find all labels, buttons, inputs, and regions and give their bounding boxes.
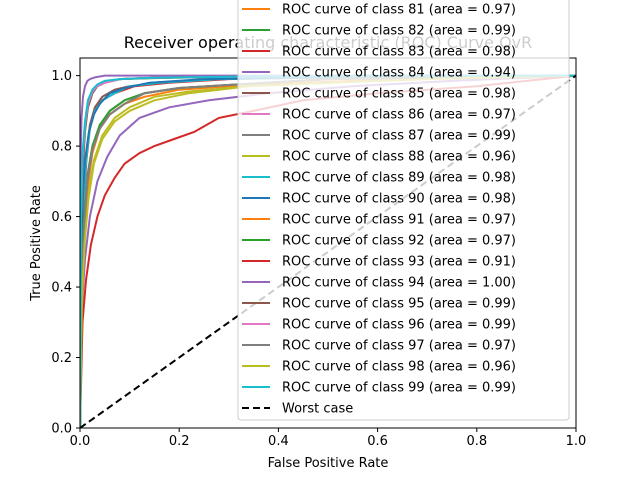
y-axis-label: True Positive Rate [29, 185, 44, 302]
series-line-13 [80, 74, 576, 428]
legend-label: ROC curve of class 93 (area = 0.91) [282, 255, 516, 270]
y-tick-label: 0.2 [51, 351, 72, 366]
legend-label: ROC curve of class 96 (area = 0.99) [282, 318, 516, 333]
y-tick-label: 0.4 [51, 281, 72, 296]
legend-label: ROC curve of class 89 (area = 0.98) [282, 171, 516, 186]
x-tick-label: 0.2 [169, 434, 190, 449]
y-tick-label: 1.0 [51, 69, 72, 84]
series-line-9 [80, 74, 576, 428]
legend-label: Worst case [282, 402, 353, 417]
series-line-18 [80, 74, 576, 428]
legend-label: ROC curve of class 88 (area = 0.96) [282, 150, 516, 165]
legend-label: ROC curve of class 82 (area = 0.99) [282, 24, 516, 39]
legend-label: ROC curve of class 95 (area = 0.99) [282, 297, 516, 312]
y-tick-label: 0.6 [51, 210, 72, 225]
y-tick-label: 0.0 [51, 422, 72, 437]
legend-label: ROC curve of class 98 (area = 0.96) [282, 360, 516, 375]
legend-label: ROC curve of class 86 (area = 0.97) [282, 108, 516, 123]
legend-label: ROC curve of class 83 (area = 0.98) [282, 45, 516, 60]
axis-ticks: 0.0 0.2 0.4 0.6 0.8 1.0 0.0 0.2 0.4 0.6 0.8 1.0 [51, 69, 586, 449]
x-tick-label: 0.4 [268, 434, 289, 449]
x-axis-label: False Positive Rate [268, 456, 389, 471]
legend-label: ROC curve of class 97 (area = 0.97) [282, 339, 516, 354]
x-tick-label: 0.8 [466, 434, 487, 449]
x-tick-label: 0.6 [367, 434, 388, 449]
x-tick-label: 0.0 [70, 434, 91, 449]
legend-label: ROC curve of class 84 (area = 0.94) [282, 66, 516, 81]
legend-label: ROC curve of class 85 (area = 0.98) [282, 87, 516, 102]
legend-label: ROC curve of class 94 (area = 1.00) [282, 276, 516, 291]
legend-label: ROC curve of class 91 (area = 0.97) [282, 213, 516, 228]
x-tick-label: 1.0 [566, 434, 587, 449]
legend-label: ROC curve of class 99 (area = 0.99) [282, 381, 516, 396]
legend-box [237, 0, 570, 421]
y-tick-label: 0.8 [51, 140, 72, 155]
legend-label: ROC curve of class 87 (area = 0.99) [282, 129, 516, 144]
legend-label: ROC curve of class 92 (area = 0.97) [282, 234, 516, 249]
legend-label: ROC curve of class 81 (area = 0.97) [282, 3, 516, 18]
legend: ROC curve of class 81 (area = 0.97) ROC c… [237, 0, 570, 421]
legend-label: ROC curve of class 90 (area = 0.98) [282, 192, 516, 207]
